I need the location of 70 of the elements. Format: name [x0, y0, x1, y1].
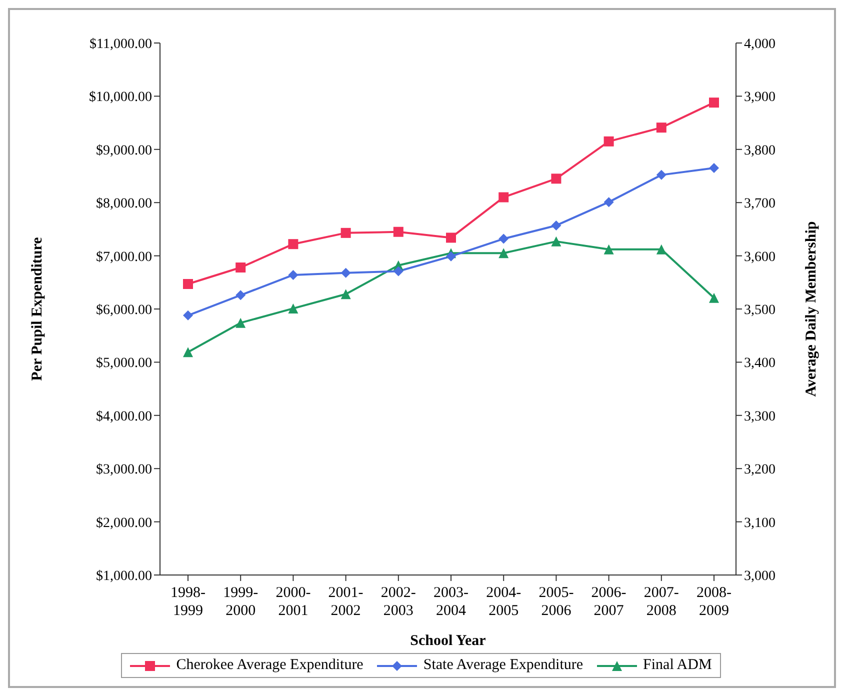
- y-tick-label: $10,000.00: [89, 90, 152, 106]
- point: [393, 266, 404, 276]
- y-tick-label: $6,000.00: [96, 302, 152, 318]
- legend-label: State Average Expenditure: [422, 657, 584, 674]
- x-tick-label: 2005-2006: [538, 585, 574, 619]
- y-tick-label: $11,000.00: [90, 36, 152, 52]
- x-tick-label: 2000-2001: [276, 585, 311, 619]
- point: [288, 239, 298, 250]
- y2-tick-label: 3,900: [744, 90, 776, 106]
- y-tick-label: $2,000.00: [96, 516, 152, 531]
- x-axis-title: School Year: [410, 633, 486, 649]
- y2-tick-label: 3,400: [744, 356, 776, 372]
- point: [709, 98, 719, 108]
- x-tick-label: 2007-2008: [644, 585, 679, 619]
- y2-tick-label: 3,300: [744, 409, 776, 424]
- point: [288, 303, 298, 314]
- point: [709, 163, 719, 174]
- x-tick-label: 2004-2005: [486, 585, 522, 619]
- y-tick-label: $1,000.00: [96, 568, 152, 584]
- point: [656, 170, 666, 180]
- point: [656, 244, 666, 254]
- y-tick-label: $7,000.00: [96, 250, 152, 265]
- point: [236, 318, 246, 328]
- x-tick-label: 2001-2002: [328, 585, 364, 619]
- y-tick-label: $9,000.00: [96, 143, 152, 158]
- y2-tick-label: 3,500: [744, 302, 776, 318]
- point: [656, 122, 666, 133]
- x-tick-label: 2008-2009: [696, 585, 732, 619]
- y-tick-label: $5,000.00: [96, 356, 152, 372]
- legend-label: Final ADM: [642, 657, 712, 674]
- point: [498, 192, 509, 202]
- legend-label: Cherokee Average Expenditure: [175, 657, 364, 674]
- y2-tick-label: 3,200: [744, 462, 776, 478]
- point: [183, 278, 193, 289]
- x-tick-label: 2002-2003: [380, 585, 416, 619]
- point: [551, 174, 562, 184]
- point: [446, 232, 456, 243]
- point: [551, 236, 562, 246]
- point: [498, 248, 509, 258]
- x-tick-label: 2003-2004: [434, 585, 468, 619]
- x-tick-label: 1999-2000: [223, 585, 258, 619]
- point: [446, 251, 456, 262]
- point: [288, 270, 298, 280]
- y2-tick-label: 3,700: [744, 196, 776, 212]
- point: [236, 290, 246, 300]
- y2-tick-label: 3,600: [744, 250, 776, 265]
- y-axis-title: Per Pupil Expenditure: [29, 236, 46, 381]
- y-tick-label: $4,000.00: [96, 409, 152, 424]
- point: [183, 347, 193, 358]
- point: [183, 310, 193, 320]
- point: [604, 197, 614, 208]
- y2-tick-label: 3,000: [744, 568, 776, 584]
- point: [236, 262, 246, 273]
- point: [340, 268, 351, 278]
- point: [709, 292, 719, 303]
- y2-tick-label: 4,000: [744, 36, 776, 52]
- y2-tick-label: 3,100: [744, 516, 776, 531]
- point: [498, 234, 509, 244]
- y-tick-label: $3,000.00: [96, 462, 152, 478]
- point: [340, 228, 351, 238]
- point: [551, 220, 562, 230]
- y-tick-label: $8,000.00: [96, 196, 152, 212]
- point: [604, 244, 614, 254]
- point: [340, 289, 351, 300]
- x-tick-label: 2006-2007: [591, 585, 626, 619]
- point: [604, 136, 614, 146]
- x-tick-label: 1998-1999: [170, 585, 206, 619]
- point: [393, 226, 404, 237]
- y2-axis-title: Average Daily Membership: [803, 221, 820, 397]
- y2-tick-label: 3,800: [744, 143, 776, 158]
